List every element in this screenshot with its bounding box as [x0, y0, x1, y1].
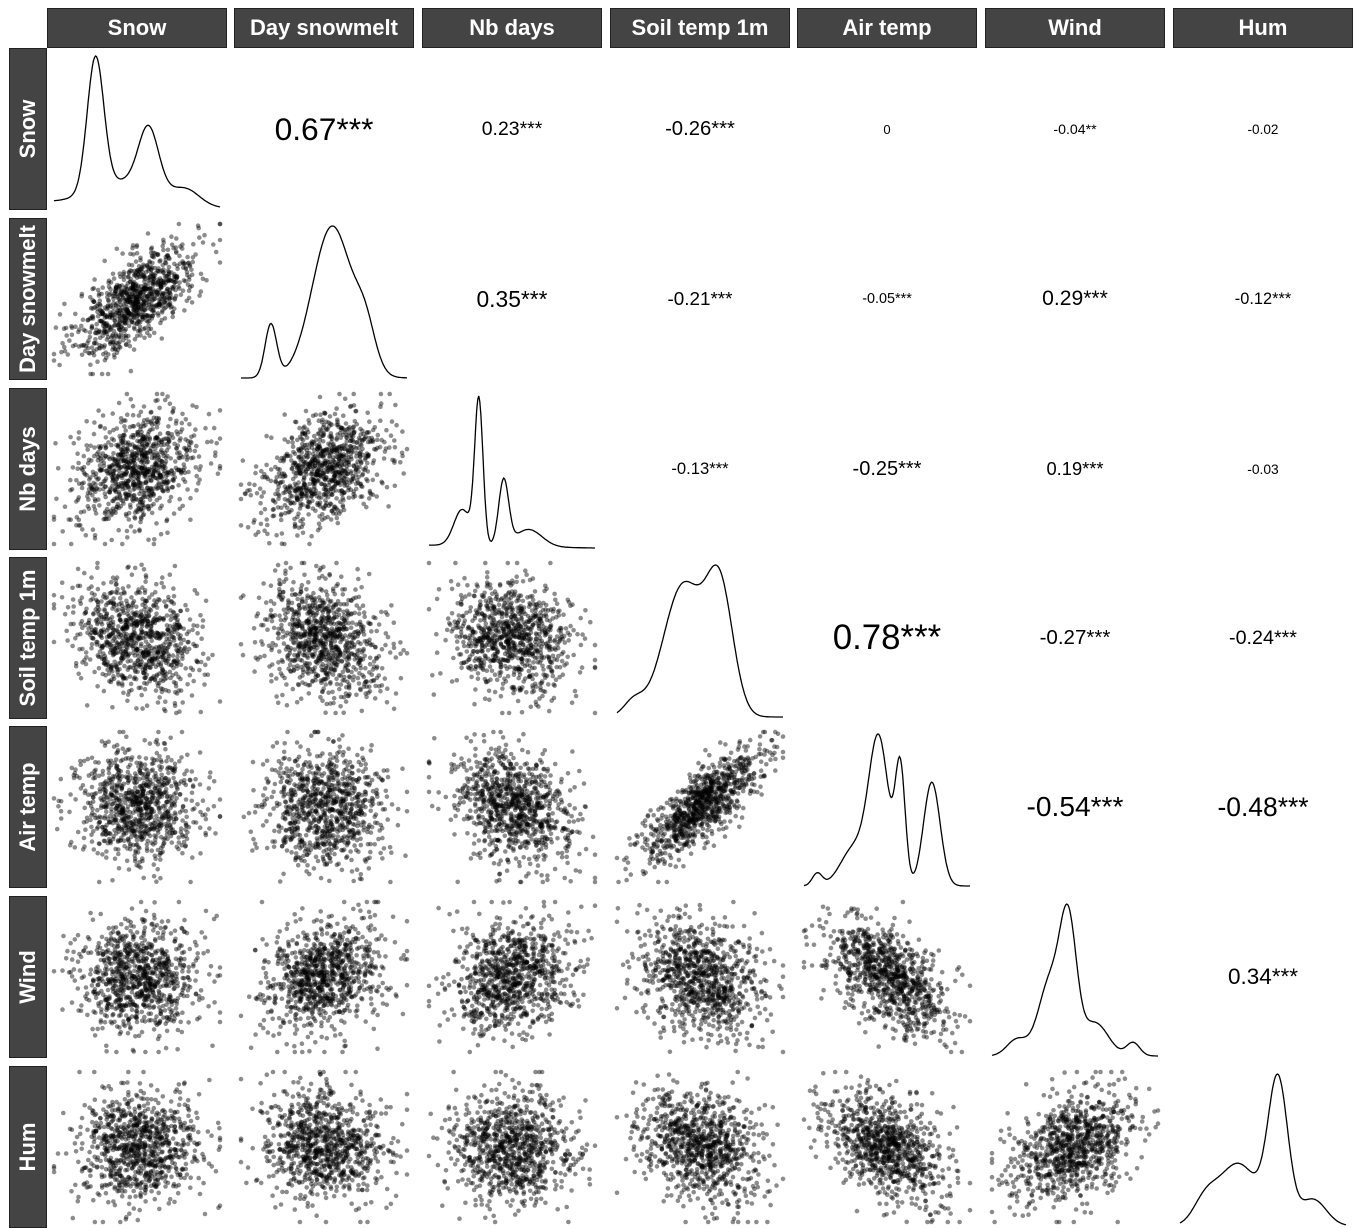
corr-snow-wind: -0.04**: [1053, 121, 1097, 137]
corr-nb-days-air-temp: -0.25***: [852, 457, 922, 480]
strip-row-day-snowmelt: Day snowmelt: [9, 218, 47, 380]
strip-row-label: Soil temp 1m: [15, 569, 40, 707]
scatter-points: [801, 1069, 973, 1225]
density-air-temp: [803, 733, 970, 887]
scatter-points: [426, 899, 598, 1055]
scatter-hum-vs-soil-temp-1m: [614, 1069, 786, 1225]
corr-air-temp-wind: -0.54***: [1026, 791, 1124, 822]
corr-snow-nb-days: 0.23***: [481, 117, 543, 140]
scatter-points: [989, 1069, 1161, 1225]
density-nb-days: [429, 395, 595, 549]
scatter-points: [426, 560, 598, 716]
scatter-wind-vs-soil-temp-1m: [614, 899, 786, 1055]
strip-row-label: Hum: [15, 1122, 40, 1172]
strip-col-snow: Snow: [47, 8, 227, 48]
scatter-hum-vs-wind: [989, 1069, 1161, 1225]
corr-day-snowmelt-wind: 0.29***: [1042, 287, 1108, 310]
scatter-nb-days-vs-day-snowmelt: [238, 391, 410, 547]
strip-col-wind: Wind: [985, 8, 1165, 48]
corr-day-snowmelt-soil-temp-1m: -0.21***: [667, 288, 733, 309]
corr-snow-day-snowmelt: 0.67***: [274, 110, 374, 147]
strip-row-label: Nb days: [15, 426, 40, 512]
scatter-wind-vs-air-temp: [801, 899, 973, 1055]
corr-wind-hum: 0.34***: [1227, 964, 1299, 989]
density-curve: [803, 733, 970, 887]
corr-nb-days-wind: 0.19***: [1046, 458, 1104, 479]
scatter-soil-temp-1m-vs-day-snowmelt: [238, 560, 410, 716]
strip-row-wind: Wind: [9, 896, 47, 1058]
scatter-wind-vs-snow: [51, 899, 223, 1055]
density-curve: [991, 903, 1158, 1057]
corr-day-snowmelt-air-temp: -0.05***: [862, 291, 912, 307]
strip-col-hum: Hum: [1173, 8, 1353, 48]
strip-row-soil-temp-1m: Soil temp 1m: [9, 557, 47, 719]
scatter-points: [238, 560, 410, 716]
scatter-points: [51, 221, 223, 377]
corr-nb-days-hum: -0.03: [1247, 461, 1279, 477]
scatter-soil-temp-1m-vs-nb-days: [426, 560, 598, 716]
scatter-points: [238, 899, 410, 1055]
scatter-points: [51, 729, 223, 885]
strip-col-soil-temp-1m: Soil temp 1m: [610, 8, 790, 48]
density-curve: [241, 225, 408, 379]
corr-snow-soil-temp-1m: -0.26***: [665, 117, 735, 140]
scatter-points: [614, 899, 786, 1055]
corr-nb-days-soil-temp-1m: -0.13***: [671, 459, 729, 478]
scatter-points: [51, 899, 223, 1055]
corr-day-snowmelt-hum: -0.12***: [1234, 289, 1292, 308]
scatter-points: [614, 1069, 786, 1225]
scatter-points: [51, 1069, 223, 1225]
strip-row-label: Day snowmelt: [15, 225, 40, 373]
scatter-wind-vs-day-snowmelt: [238, 899, 410, 1055]
strip-col-day-snowmelt: Day snowmelt: [234, 8, 414, 48]
corr-day-snowmelt-nb-days: 0.35***: [476, 285, 548, 312]
scatter-air-temp-vs-nb-days: [426, 729, 598, 885]
density-wind: [991, 903, 1158, 1057]
corr-air-temp-hum: -0.48***: [1217, 791, 1309, 822]
strip-row-label: Wind: [15, 950, 40, 1004]
density-snow: [53, 55, 221, 208]
density-hum: [1179, 1073, 1347, 1226]
strip-col-nb-days: Nb days: [422, 8, 602, 48]
scatter-soil-temp-1m-vs-snow: [51, 560, 223, 716]
strip-row-label: Air temp: [15, 762, 40, 852]
corr-soil-temp-1m-air-temp: 0.78***: [832, 618, 942, 657]
scatter-air-temp-vs-day-snowmelt: [241, 729, 410, 885]
scatter-hum-vs-nb-days: [426, 1069, 598, 1225]
scatter-points: [51, 560, 223, 716]
scatter-points: [801, 899, 973, 1055]
density-curve: [53, 55, 221, 208]
scatter-points: [614, 729, 786, 885]
corr-snow-air-temp: 0: [883, 121, 891, 137]
scatter-hum-vs-air-temp: [801, 1069, 973, 1225]
strip-col-air-temp: Air temp: [797, 8, 977, 48]
density-curve: [1179, 1073, 1347, 1226]
strip-row-label: Snow: [15, 99, 40, 159]
strip-row-snow: Snow: [9, 48, 47, 210]
strip-row-air-temp: Air temp: [9, 726, 47, 888]
scatter-wind-vs-nb-days: [426, 899, 598, 1055]
scatter-points: [241, 729, 410, 885]
scatter-air-temp-vs-snow: [51, 729, 223, 885]
scatter-hum-vs-snow: [51, 1069, 223, 1225]
corr-soil-temp-1m-hum: -0.24***: [1229, 626, 1297, 649]
scatter-points: [238, 1069, 410, 1225]
scatter-nb-days-vs-snow: [51, 391, 223, 547]
scatter-points: [238, 391, 410, 547]
scatter-points: [51, 391, 223, 547]
strip-row-hum: Hum: [9, 1066, 47, 1228]
corr-soil-temp-1m-wind: -0.27***: [1039, 626, 1111, 649]
density-day-snowmelt: [241, 225, 408, 379]
corr-snow-hum: -0.02: [1247, 121, 1279, 137]
density-curve: [429, 395, 595, 549]
density-curve: [616, 564, 783, 718]
scatter-hum-vs-day-snowmelt: [238, 1069, 410, 1225]
strip-row-nb-days: Nb days: [9, 388, 47, 550]
scatter-air-temp-vs-soil-temp-1m: [614, 729, 786, 885]
scatter-points: [426, 1069, 598, 1225]
density-soil-temp-1m: [616, 564, 783, 718]
scatter-points: [426, 729, 598, 885]
scatter-day-snowmelt-vs-snow: [51, 221, 223, 377]
